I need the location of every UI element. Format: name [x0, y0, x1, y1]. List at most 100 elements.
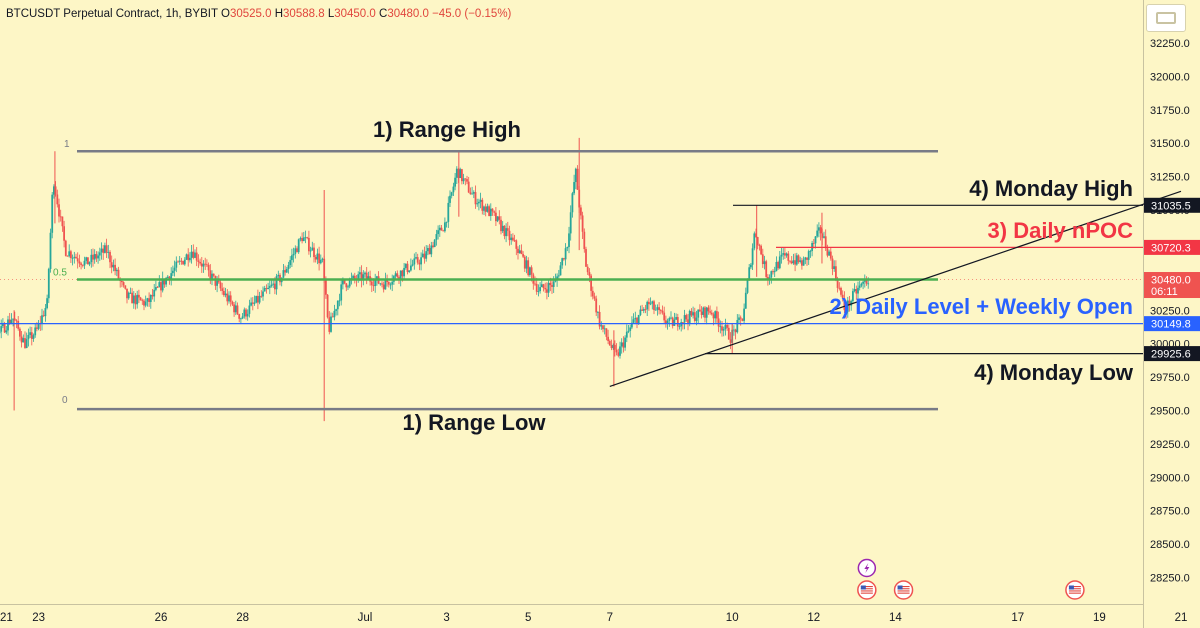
candle-body	[819, 227, 822, 234]
candle-body	[420, 257, 422, 265]
y-tick-label: 29000.0	[1150, 472, 1190, 484]
candle-body	[571, 193, 574, 213]
candle-body	[534, 283, 536, 285]
candle-body	[53, 186, 55, 195]
candle-body	[228, 295, 230, 302]
candle-body	[112, 264, 115, 268]
candle-body	[132, 295, 135, 304]
candle-body	[799, 260, 802, 262]
candle-body	[697, 309, 700, 318]
y-tick-label: 31750.0	[1150, 105, 1190, 117]
candle-body	[343, 279, 346, 284]
candle-body	[284, 270, 286, 273]
candle-body	[291, 255, 293, 261]
candle-body	[275, 276, 278, 290]
daily-npoc-label: 3) Daily nPOC	[988, 218, 1134, 243]
candle-body	[296, 248, 298, 253]
flag-stripe	[897, 592, 910, 594]
candle-body	[308, 237, 310, 252]
candle-body	[508, 230, 511, 241]
lightning-glyph	[864, 563, 870, 573]
screenshot-frame-button[interactable]	[1146, 4, 1186, 32]
candle-body	[557, 275, 560, 277]
candle-body	[722, 329, 725, 331]
candle-body	[751, 248, 754, 265]
candle-body	[36, 327, 38, 329]
candle-body	[673, 319, 676, 326]
candle-body	[180, 260, 183, 262]
x-tick-label: 23	[32, 612, 45, 624]
candle-body	[806, 257, 808, 260]
close-label: C	[379, 8, 388, 20]
flag-stripe	[1068, 592, 1081, 594]
candle-body	[250, 302, 252, 306]
candle-body	[727, 327, 730, 340]
price-badge-value: 30480.0	[1151, 275, 1191, 287]
candle-body	[867, 283, 870, 285]
candle-body	[756, 237, 759, 246]
candle-body	[544, 287, 547, 290]
candle-body	[104, 245, 106, 253]
candle-body	[316, 253, 319, 260]
candle-body	[12, 318, 14, 320]
candle-body	[744, 292, 747, 309]
candle-body	[331, 316, 334, 318]
price-badge-value: 31035.5	[1151, 200, 1191, 212]
candle-body	[444, 222, 446, 232]
candle-body	[58, 204, 60, 217]
candle-body	[364, 272, 366, 275]
candle-body	[214, 275, 217, 286]
candle-body	[319, 259, 322, 264]
candle-body	[597, 311, 599, 313]
candle-body	[622, 342, 625, 348]
candle-body	[750, 264, 752, 268]
candle-body	[34, 327, 37, 336]
candle-body	[574, 168, 577, 183]
candle-body	[352, 275, 354, 279]
candle-body	[489, 208, 492, 216]
y-tick-label: 28750.0	[1150, 506, 1190, 518]
x-tick-label: 28	[236, 612, 249, 624]
candle-body	[219, 282, 222, 289]
candle-body	[802, 259, 805, 266]
candle-body	[632, 319, 635, 323]
candle-body	[481, 199, 484, 211]
candle-body	[733, 329, 735, 331]
candle-body	[517, 248, 519, 254]
candle-body	[282, 270, 285, 278]
flag-stripe	[897, 590, 910, 592]
candle-body	[595, 298, 598, 313]
candle-body	[365, 272, 368, 279]
candle-body	[158, 282, 161, 288]
candle-body	[777, 261, 779, 269]
candle-body	[590, 275, 592, 291]
candle-body	[260, 295, 263, 297]
low-value: 30450.0	[334, 8, 376, 20]
candle-body	[342, 279, 344, 285]
candle-body	[146, 298, 149, 302]
candle-body	[173, 267, 176, 271]
y-tick-label: 30250.0	[1150, 305, 1190, 317]
candle-body	[127, 292, 130, 299]
close-value: 30480.0	[387, 8, 429, 20]
candle-body	[763, 261, 766, 265]
x-tick-label: 3	[443, 612, 449, 624]
candle-body	[117, 269, 120, 279]
candle-body	[321, 258, 324, 260]
candle-body	[25, 339, 28, 348]
x-tick-label: 21	[0, 612, 13, 624]
candle-body	[773, 271, 776, 273]
candle-body	[178, 260, 181, 262]
candle-body	[421, 253, 424, 258]
candle-body	[653, 301, 655, 310]
candle-body	[862, 281, 864, 284]
candle-body	[445, 221, 448, 223]
candle-body	[336, 301, 339, 310]
candle-body	[459, 169, 462, 179]
candle-body	[683, 315, 686, 323]
candle-body	[501, 225, 504, 232]
candle-body	[90, 254, 93, 263]
candle-body	[858, 285, 861, 288]
price-badge-countdown: 06:11	[1151, 286, 1178, 298]
